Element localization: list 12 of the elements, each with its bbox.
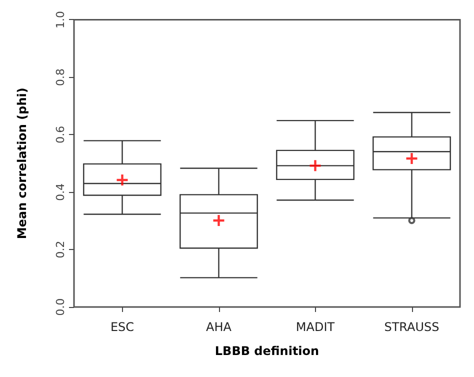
y-axis-title: Mean correlation (phi) [15,88,29,240]
text: 0.0 [54,298,67,316]
x-tick-label: AHA [206,320,232,334]
y-tick-label: 0.2 [54,240,67,258]
x-tick-label: STRAUSS [384,320,440,334]
text: 1.0 [54,10,67,28]
y-tick-label: 0.6 [54,126,67,144]
x-tick-label: MADIT [296,320,336,334]
x-axis-title: LBBB definition [214,344,320,358]
y-tick-label: 0.8 [54,68,67,86]
x-tick-label: ESC [110,320,134,334]
y-tick-label: 0.4 [54,183,67,201]
